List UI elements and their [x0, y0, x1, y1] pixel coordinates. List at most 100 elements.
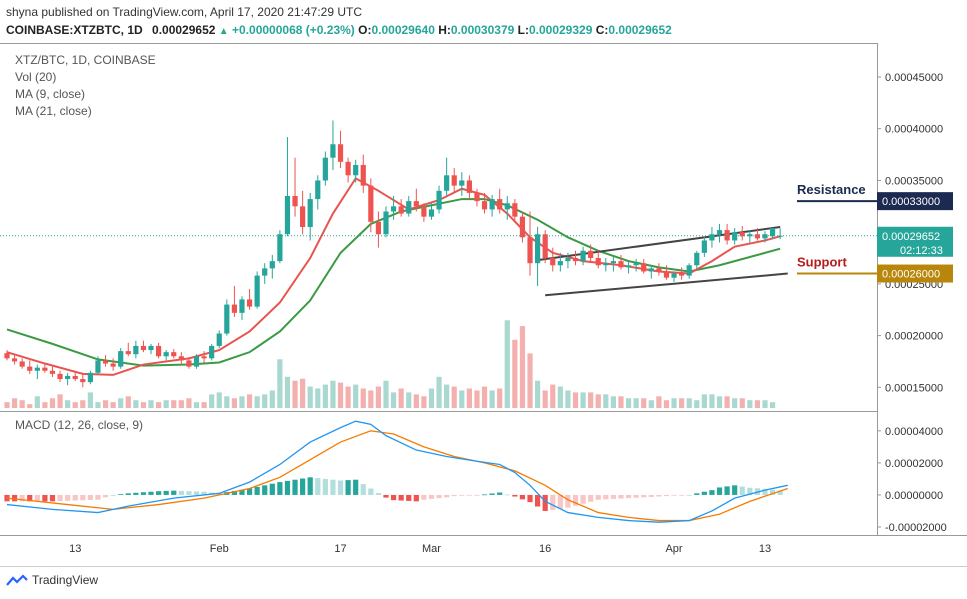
volume-bar: [186, 398, 192, 408]
macd-hist-bar: [603, 494, 609, 500]
candle-body: [504, 203, 510, 210]
volume-bar: [254, 396, 260, 408]
macd-tick-label: 0.00004000: [885, 426, 943, 438]
volume-bar: [72, 402, 78, 408]
candle-body: [747, 234, 753, 237]
volume-bar: [262, 394, 268, 408]
time-tick-label: Mar: [422, 543, 441, 555]
macd-hist-bar: [87, 494, 93, 501]
macd-hist-bar: [72, 494, 78, 501]
chart-legend-title: XTZ/BTC, 1D, COINBASE: [15, 53, 156, 67]
macd-hist-bar: [716, 487, 723, 495]
volume-bar: [610, 396, 616, 408]
legend-ma21: MA (21, close): [15, 104, 92, 118]
volume-bar: [625, 398, 632, 408]
macd-hist-bar: [550, 494, 556, 510]
high-value: 0.00030379: [450, 23, 515, 37]
volume-bar: [701, 394, 707, 408]
volume-bar: [11, 398, 18, 408]
candle-body: [19, 361, 25, 367]
candle-body: [618, 261, 624, 268]
time-tick-label: 13: [759, 543, 771, 555]
volume-bar: [118, 398, 124, 408]
volume-bar: [535, 380, 541, 408]
support-price-value: 0.00026000: [882, 269, 940, 281]
candle-body: [512, 203, 518, 217]
time-tick-label: Apr: [665, 543, 682, 555]
candle-body: [716, 230, 723, 235]
macd-hist-bar: [519, 494, 526, 500]
macd-hist-bar: [80, 494, 86, 501]
candle-body: [300, 206, 306, 227]
candle-body: [133, 345, 139, 355]
candle-body: [663, 271, 670, 278]
up-triangle-icon: ▲: [218, 26, 229, 37]
published-line: shyna published on TradingView.com, Apri…: [6, 5, 363, 19]
candle-body: [337, 144, 344, 162]
volume-bar: [284, 376, 291, 408]
macd-hist-bar: [239, 489, 245, 495]
macd-hist-bar: [315, 478, 321, 495]
candle-body: [216, 333, 222, 346]
macd-hist-bar: [595, 494, 601, 500]
macd-hist-bar: [747, 487, 753, 495]
candle-body: [368, 185, 374, 222]
macd-hist-bar: [148, 491, 154, 495]
candles: [4, 120, 783, 388]
volume-bar: [679, 398, 685, 408]
volume-bar: [345, 386, 351, 408]
volume-bar: [178, 400, 184, 408]
candle-body: [671, 273, 677, 278]
macd-hist-bar: [641, 494, 647, 498]
annotations: Resistance Support 0.00033000 0.00029652 02:…: [0, 182, 953, 283]
volume-bar: [739, 398, 745, 408]
macd-hist-bar: [648, 494, 654, 497]
macd-hist-bar: [542, 494, 548, 511]
volume-bar: [209, 394, 215, 408]
volume-bar: [406, 392, 412, 408]
macd-line: [6, 420, 788, 523]
candle-body: [201, 356, 207, 359]
candle-body: [603, 263, 609, 266]
time-tick-label: 13: [69, 543, 81, 555]
macd-hist-bar: [557, 494, 563, 509]
price-tick-label: 0.00020000: [885, 331, 943, 343]
volume-bar: [550, 384, 556, 408]
macd-hist-bar: [671, 494, 677, 496]
candle-body: [11, 358, 18, 362]
volume-bar: [686, 398, 692, 408]
ma21-line: [6, 198, 781, 367]
open-label: O:: [358, 23, 372, 37]
macd-hist-bar: [679, 494, 685, 496]
volume-bar: [519, 326, 526, 408]
macd-hist-bar: [171, 490, 177, 495]
candle-body: [80, 379, 86, 383]
volume-bar: [459, 390, 465, 408]
macd-hist-bar: [663, 494, 670, 497]
low-label: L:: [517, 23, 529, 37]
candle-body: [724, 230, 730, 241]
macd-hist-bar: [777, 490, 783, 495]
tradingview-logo[interactable]: TradingView: [6, 573, 98, 587]
candle-body: [732, 232, 738, 241]
macd-hist-bar: [406, 494, 412, 501]
candle-body: [466, 180, 472, 193]
macd-hist-bar: [216, 493, 222, 495]
macd-hist-bar: [193, 491, 200, 495]
volume-bar: [732, 398, 738, 408]
candle-body: [633, 263, 639, 266]
candle-body: [565, 258, 571, 262]
volume-bar: [193, 402, 200, 408]
open-value: 0.00029640: [371, 23, 435, 37]
time-tick-label: Feb: [210, 543, 229, 555]
macd-hist-bar: [383, 494, 389, 498]
price-chart[interactable]: 0.000450000.000400000.000350000.00030000…: [0, 0, 967, 570]
volume-bar: [277, 359, 283, 408]
candle-body: [459, 180, 465, 186]
volume-bar: [436, 376, 442, 408]
volume-bar: [481, 386, 488, 408]
volume-bar: [102, 400, 109, 408]
macd-hist-bar: [269, 483, 275, 495]
trend-channel-line: [545, 272, 788, 297]
macd-hist-bar: [337, 480, 344, 495]
